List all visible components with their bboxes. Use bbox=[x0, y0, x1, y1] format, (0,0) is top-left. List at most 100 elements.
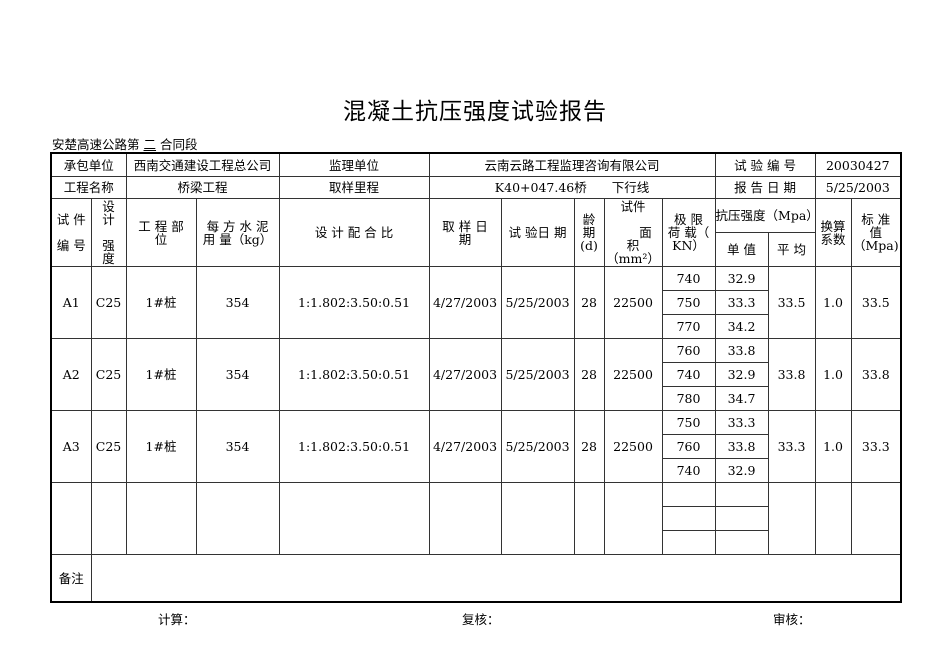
audit-signature: 审核： bbox=[773, 612, 811, 627]
mix-header: 设 计 配 合 比 bbox=[278, 198, 430, 267]
report-title: 混凝土抗压强度试验报告 bbox=[343, 99, 607, 125]
project-value: 桥梁工程 bbox=[125, 176, 280, 199]
cell-age: 28 bbox=[573, 338, 605, 411]
cell-no: A3 bbox=[50, 410, 92, 483]
column-header-row: 试 件 编 号设 计 强 度工 程 部 位每 方 水 泥 用 量（kg）设 计 … bbox=[50, 198, 902, 267]
cell-no: A1 bbox=[50, 266, 92, 339]
load-header: 极 限 荷 载（ KN） bbox=[661, 198, 716, 267]
cell-part: 1#桩 bbox=[125, 266, 197, 339]
contractor-label: 承包单位 bbox=[50, 152, 127, 177]
cell-age: 28 bbox=[573, 266, 605, 339]
table-row: 780 34.7 bbox=[51, 386, 901, 411]
cell-area: 22500 bbox=[603, 338, 663, 411]
cell-average: 33.5 bbox=[767, 266, 816, 339]
cell-single-strength bbox=[714, 530, 769, 555]
cell-load: 740 bbox=[661, 362, 716, 387]
cell-average bbox=[767, 482, 816, 555]
info-row-2: 工程名称 桥梁工程 取样里程 K40+047.46桥 下行线 报 告 日 期 5… bbox=[50, 176, 902, 199]
cell-average: 33.3 bbox=[767, 410, 816, 483]
cell-standard: 33.8 bbox=[850, 338, 902, 411]
cell-no: A2 bbox=[50, 338, 92, 411]
table-row bbox=[50, 482, 902, 555]
supervisor-label: 监理单位 bbox=[278, 152, 430, 177]
remarks-field[interactable] bbox=[90, 554, 902, 603]
single-value-header: 单 值 bbox=[714, 232, 769, 267]
cell-load: 740 bbox=[661, 266, 716, 291]
test-date-header: 试 验日 期 bbox=[500, 198, 575, 267]
cell-grade: C25 bbox=[90, 410, 127, 483]
strength-header: 抗压强度（Mpa） bbox=[714, 198, 816, 233]
project-label: 工程名称 bbox=[50, 176, 127, 199]
factor-header: 换算 系数 bbox=[814, 198, 852, 267]
average-header: 平 均 bbox=[767, 232, 816, 267]
cell-load: 750 bbox=[661, 410, 716, 435]
cell-load bbox=[661, 506, 716, 531]
test-report-table: 承包单位 西南交通建设工程总公司 监理单位 云南云路工程监理咨询有限公司 试 验… bbox=[50, 152, 903, 603]
cell-single-strength bbox=[714, 506, 769, 531]
contractor-value: 西南交通建设工程总公司 bbox=[125, 152, 280, 177]
cell-average: 33.8 bbox=[767, 338, 816, 411]
cell-single-strength: 33.3 bbox=[714, 290, 769, 315]
cell-age: 28 bbox=[573, 410, 605, 483]
cell-no bbox=[50, 482, 92, 555]
cell-factor: 1.0 bbox=[814, 266, 852, 339]
cell-load: 750 bbox=[661, 290, 716, 315]
cell-single-strength: 33.3 bbox=[714, 410, 769, 435]
cell-area: 22500 bbox=[603, 410, 663, 483]
cement-header: 每 方 水 泥 用 量（kg） bbox=[195, 198, 280, 267]
cell-single-strength: 32.9 bbox=[714, 362, 769, 387]
cell-factor: 1.0 bbox=[814, 410, 852, 483]
cell-part bbox=[125, 482, 197, 555]
sample-date-header: 取 样 日 期 bbox=[428, 198, 502, 267]
standard-header: 标 准 值 （Mpa) bbox=[850, 198, 902, 267]
calc-signature: 计算： bbox=[158, 612, 196, 627]
cell-load: 760 bbox=[661, 434, 716, 459]
table-row: 760 33.8 bbox=[51, 434, 901, 459]
mileage-value: K40+047.46桥 下行线 bbox=[428, 176, 716, 199]
cell-standard: 33.3 bbox=[850, 410, 902, 483]
table-row bbox=[51, 530, 901, 555]
table-row: 770 34.2 bbox=[51, 314, 901, 339]
table-row: 740 32.9 bbox=[51, 458, 901, 483]
cell-load bbox=[661, 530, 716, 555]
cell-load bbox=[661, 482, 716, 507]
specimen-no-header: 试 件 编 号 bbox=[50, 198, 92, 267]
cell-test-date: 5/25/2003 bbox=[500, 410, 575, 483]
remarks-row: 备注 bbox=[50, 554, 902, 603]
cell-cement: 354 bbox=[195, 410, 280, 483]
cell-single-strength bbox=[714, 482, 769, 507]
cell-single-strength: 34.7 bbox=[714, 386, 769, 411]
cell-part: 1#桩 bbox=[125, 338, 197, 411]
cell-part: 1#桩 bbox=[125, 410, 197, 483]
cell-grade: C25 bbox=[90, 338, 127, 411]
cell-test-date: 5/25/2003 bbox=[500, 338, 575, 411]
table-row: 750 33.3 bbox=[51, 290, 901, 315]
cell-age bbox=[573, 482, 605, 555]
cell-factor: 1.0 bbox=[814, 338, 852, 411]
cell-standard: 33.5 bbox=[850, 266, 902, 339]
cell-load: 780 bbox=[661, 386, 716, 411]
cell-single-strength: 32.9 bbox=[714, 458, 769, 483]
cell-mix bbox=[278, 482, 430, 555]
cell-test-date bbox=[500, 482, 575, 555]
supervisor-value: 云南云路工程监理咨询有限公司 bbox=[428, 152, 716, 177]
cell-single-strength: 33.8 bbox=[714, 434, 769, 459]
table-row: A3 C25 1#桩 354 1:1.802:3.50:0.51 4/27/2003 5/2… bbox=[50, 410, 902, 483]
report-date-label: 报 告 日 期 bbox=[714, 176, 816, 199]
test-no-value: 20030427 bbox=[814, 152, 902, 177]
cell-test-date: 5/25/2003 bbox=[500, 266, 575, 339]
cell-sample-date: 4/27/2003 bbox=[428, 410, 502, 483]
test-no-label: 试 验 编 号 bbox=[714, 152, 816, 177]
cell-standard bbox=[850, 482, 902, 555]
cell-sample-date: 4/27/2003 bbox=[428, 338, 502, 411]
area-header: 试件 面 积 （mm²） bbox=[603, 198, 663, 267]
section-number: 二 bbox=[143, 137, 157, 152]
cell-single-strength: 34.2 bbox=[714, 314, 769, 339]
cell-cement: 354 bbox=[195, 338, 280, 411]
table-row: 740 32.9 bbox=[51, 362, 901, 387]
remarks-label: 备注 bbox=[50, 554, 92, 603]
table-row bbox=[51, 506, 901, 531]
table-row: A2 C25 1#桩 354 1:1.802:3.50:0.51 4/27/2003 5/2… bbox=[50, 338, 902, 411]
cell-cement bbox=[195, 482, 280, 555]
design-strength-header: 设 计 强 度 bbox=[90, 198, 127, 267]
